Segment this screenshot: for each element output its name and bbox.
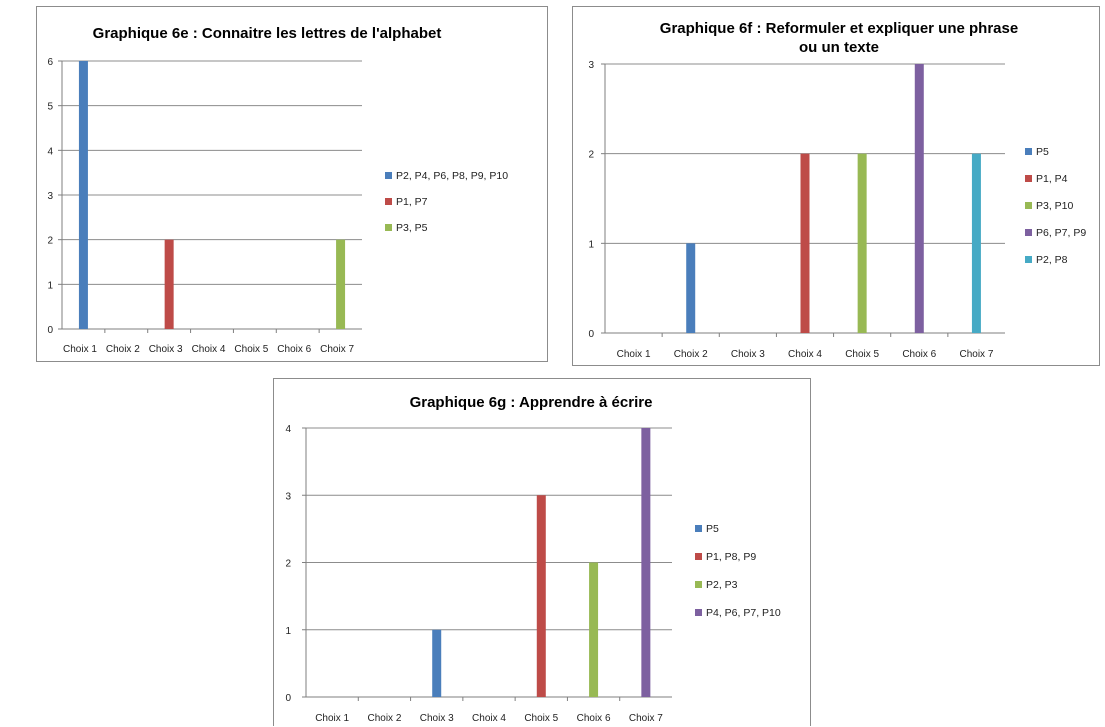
- x-tick-label: Choix 2: [674, 349, 708, 360]
- legend-swatch: [1025, 202, 1032, 209]
- y-tick-label: 4: [47, 146, 53, 157]
- x-tick-label: Choix 3: [731, 349, 765, 360]
- x-tick-label: Choix 7: [959, 349, 993, 360]
- y-tick-label: 2: [285, 559, 291, 570]
- chart-title: Graphique 6e : Connaitre les lettres de …: [93, 25, 442, 42]
- legend-label: P2, P4, P6, P8, P9, P10: [396, 170, 508, 182]
- x-tick-label: Choix 6: [277, 344, 311, 355]
- x-tick-label: Choix 1: [315, 713, 349, 724]
- x-tick-label: Choix 6: [902, 349, 936, 360]
- y-tick-label: 0: [47, 325, 53, 336]
- legend-label: P2, P8: [1036, 254, 1068, 266]
- legend-swatch: [695, 553, 702, 560]
- bar: [686, 243, 696, 333]
- chart-title-line: ou un texte: [799, 39, 879, 56]
- y-tick-label: 2: [588, 150, 594, 161]
- legend-label: P4, P6, P7, P10: [706, 607, 781, 619]
- y-tick-label: 0: [588, 329, 594, 340]
- legend-swatch: [385, 224, 392, 231]
- legend-swatch: [695, 525, 702, 532]
- chart-6e-svg: Graphique 6e : Connaitre les lettres de …: [47, 25, 508, 355]
- x-tick-label: Choix 4: [192, 344, 226, 355]
- chart-title: Graphique 6g : Apprendre à écrire: [410, 394, 653, 411]
- x-tick-label: Choix 1: [617, 349, 651, 360]
- chart-panel-6f: Graphique 6f : Reformuler et expliquer u…: [572, 6, 1100, 366]
- chart-panel-6e: Graphique 6e : Connaitre les lettres de …: [36, 6, 548, 362]
- legend-swatch: [1025, 175, 1032, 182]
- chart-6g-svg: Graphique 6g : Apprendre à écrire 0 1 2 3 4 Ch…: [285, 394, 781, 724]
- chart-6f-svg: Graphique 6f : Reformuler et expliquer u…: [588, 20, 1086, 360]
- y-tick-label: 4: [285, 424, 291, 435]
- legend-label: P5: [706, 523, 719, 535]
- bar: [336, 239, 346, 329]
- x-tick-label: Choix 1: [63, 344, 97, 355]
- chart-title-line: Graphique 6e : Connaitre les lettres de …: [93, 25, 442, 42]
- chart-title-line: Graphique 6f : Reformuler et expliquer u…: [660, 20, 1018, 37]
- x-tick-label: Choix 2: [367, 713, 401, 724]
- x-tick-label: Choix 2: [106, 344, 140, 355]
- x-tick-label: Choix 4: [788, 349, 822, 360]
- y-tick-label: 1: [47, 280, 53, 291]
- y-tick-label: 6: [47, 57, 53, 68]
- x-tick-label: Choix 6: [577, 713, 611, 724]
- legend-label: P2, P3: [706, 579, 738, 591]
- bar: [641, 428, 651, 697]
- legend-swatch: [1025, 256, 1032, 263]
- bar: [857, 153, 867, 333]
- legend-label: P3, P10: [1036, 200, 1074, 212]
- y-tick-label: 1: [588, 239, 594, 250]
- legend-label: P6, P7, P9: [1036, 227, 1086, 239]
- legend-swatch: [385, 172, 392, 179]
- x-tick-label: Choix 4: [472, 713, 506, 724]
- x-tick-label: Choix 7: [320, 344, 354, 355]
- legend-swatch: [1025, 229, 1032, 236]
- legend-label: P1, P4: [1036, 173, 1068, 185]
- bar: [432, 629, 442, 697]
- bar: [589, 562, 599, 697]
- chart-panel-6g: Graphique 6g : Apprendre à écrire 0 1 2 3 4 Ch…: [273, 378, 811, 726]
- bar: [164, 239, 174, 329]
- y-tick-label: 3: [47, 191, 53, 202]
- legend-swatch: [1025, 148, 1032, 155]
- y-tick-label: 0: [285, 693, 291, 704]
- y-tick-label: 1: [285, 626, 291, 637]
- bar: [800, 153, 810, 333]
- y-tick-label: 3: [285, 491, 291, 502]
- bar: [78, 61, 88, 329]
- bar: [914, 64, 924, 333]
- x-tick-label: Choix 5: [524, 713, 558, 724]
- chart-title-line: Graphique 6g : Apprendre à écrire: [410, 394, 653, 411]
- x-tick-label: Choix 3: [149, 344, 183, 355]
- x-tick-label: Choix 7: [629, 713, 663, 724]
- x-tick-label: Choix 5: [234, 344, 268, 355]
- legend-label: P5: [1036, 146, 1049, 158]
- chart-title: Graphique 6f : Reformuler et expliquer u…: [660, 20, 1018, 56]
- legend-swatch: [385, 198, 392, 205]
- legend-label: P3, P5: [396, 222, 428, 234]
- x-tick-label: Choix 5: [845, 349, 879, 360]
- bar: [536, 495, 546, 697]
- y-tick-label: 3: [588, 60, 594, 71]
- legend-label: P1, P7: [396, 196, 428, 208]
- y-tick-label: 2: [47, 236, 53, 247]
- legend-swatch: [695, 609, 702, 616]
- y-tick-label: 5: [47, 102, 53, 113]
- legend-swatch: [695, 581, 702, 588]
- legend-label: P1, P8, P9: [706, 551, 756, 563]
- bar: [971, 153, 981, 333]
- x-tick-label: Choix 3: [420, 713, 454, 724]
